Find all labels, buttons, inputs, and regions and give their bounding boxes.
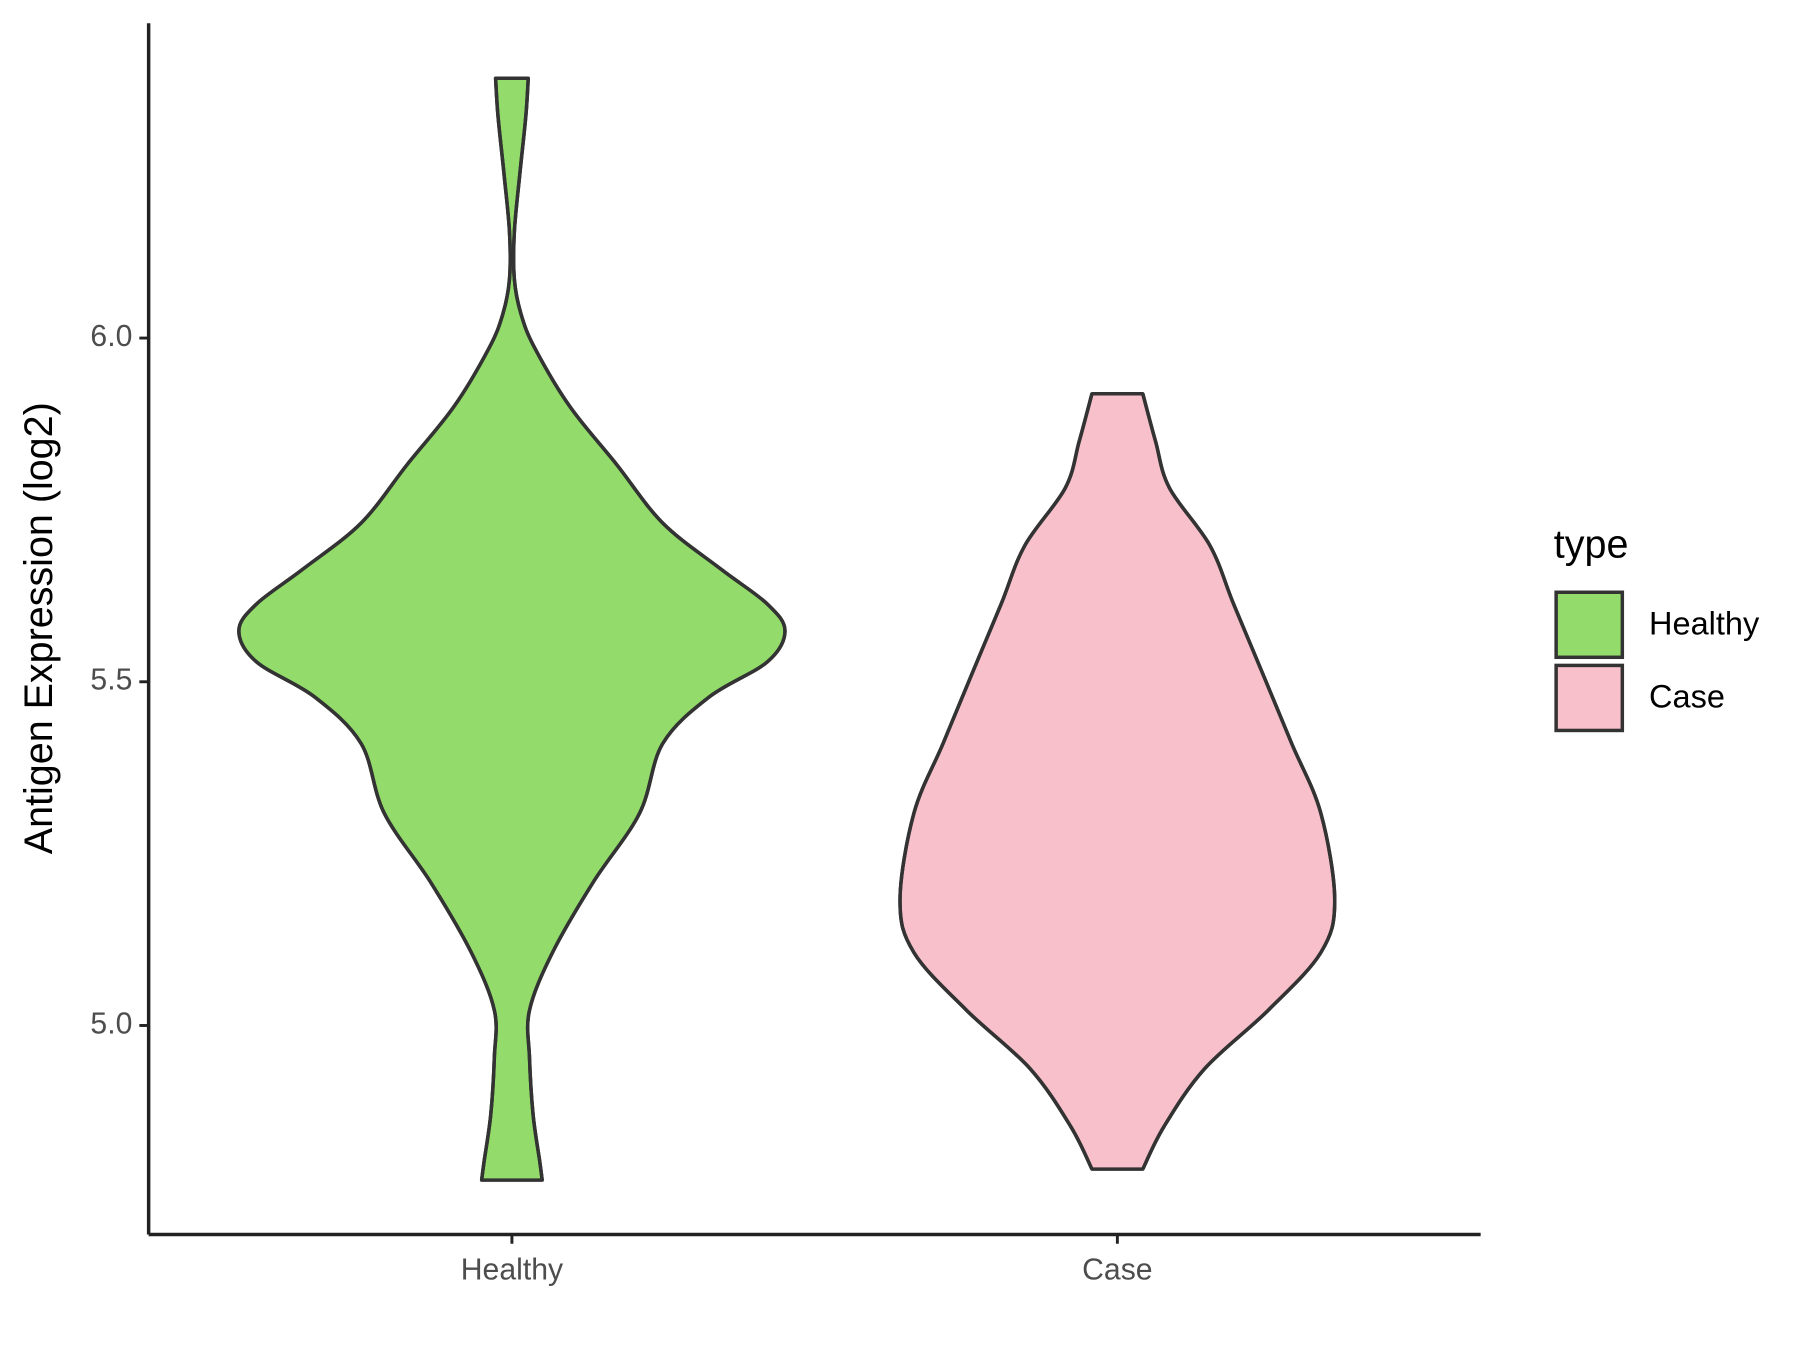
legend-key (1554, 663, 1625, 733)
x-tick-label: Healthy (461, 1254, 564, 1287)
y-tick-label: 5.0 (90, 1007, 132, 1040)
y-axis-label: Antigen Expression (log2) (17, 402, 61, 854)
legend-label: Case (1649, 679, 1725, 715)
violin-left-edge (237, 78, 512, 1181)
violin-right-edge (511, 78, 787, 1181)
y-tick-label: 5.5 (90, 664, 132, 697)
violin-left-edge (898, 393, 1094, 1170)
violin-body (237, 76, 787, 1182)
violin-body (898, 392, 1337, 1171)
legend-label: Healthy (1649, 606, 1760, 642)
legend-key (1554, 590, 1625, 660)
legend-title: type (1554, 522, 1629, 566)
y-tick-label: 6.0 (90, 320, 132, 353)
violin-right-edge (1141, 393, 1337, 1170)
x-tick-label: Case (1082, 1254, 1152, 1287)
